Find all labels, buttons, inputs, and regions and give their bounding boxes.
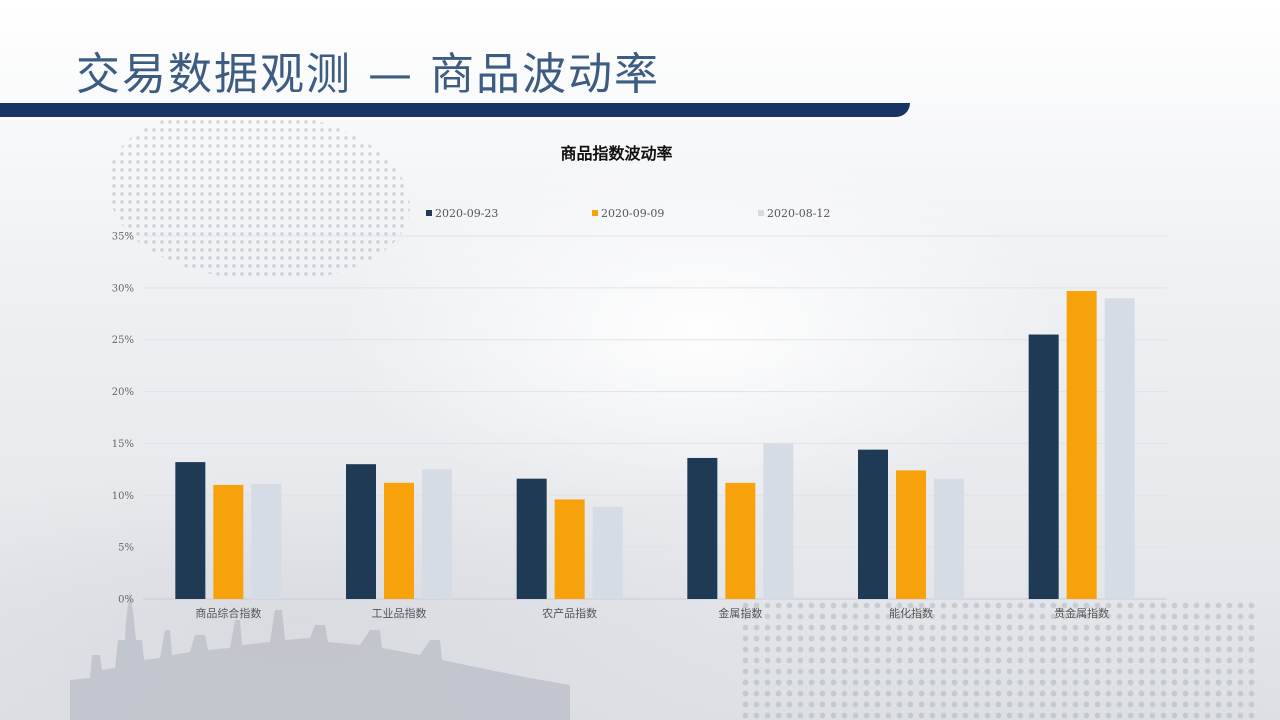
bar-series-3-0 xyxy=(251,483,282,599)
legend-label-series-1: 2020-09-23 xyxy=(435,207,499,220)
bar-series-3-5 xyxy=(1104,298,1135,599)
bar-series-2-3 xyxy=(725,482,756,599)
chart-title: 商品指数波动率 xyxy=(560,144,673,163)
legend-label-series-2: 2020-09-09 xyxy=(601,207,665,220)
bar-series-1-0 xyxy=(175,462,206,599)
x-category-label: 农产品指数 xyxy=(542,606,597,620)
city-skyline-decoration xyxy=(70,590,570,720)
x-category-label: 贵金属指数 xyxy=(1054,606,1109,620)
title-underline-bar xyxy=(0,103,910,117)
y-tick-label: 0% xyxy=(118,595,134,606)
bar-series-3-4 xyxy=(934,478,964,599)
legend-label-series-3: 2020-08-12 xyxy=(767,207,831,220)
x-category-label: 工业品指数 xyxy=(372,606,427,620)
bar-series-2-2 xyxy=(554,499,585,599)
legend-item-series-1: 2020-09-23 xyxy=(426,207,498,220)
bar-series-1-1 xyxy=(346,464,376,599)
x-category-label: 商品综合指数 xyxy=(195,606,261,620)
world-map-dots-decoration xyxy=(110,110,410,280)
bar-series-2-5 xyxy=(1066,290,1097,599)
bar-series-3-2 xyxy=(592,506,623,599)
legend-swatch-series-3 xyxy=(758,210,764,216)
y-tick-label: 15% xyxy=(112,439,134,450)
bar-series-1-5 xyxy=(1028,334,1059,599)
bar-series-2-0 xyxy=(213,484,244,599)
x-category-label: 金属指数 xyxy=(718,606,762,620)
dot-pattern-decoration xyxy=(740,600,1260,720)
bar-series-1-3 xyxy=(687,457,718,599)
bar-series-1-4 xyxy=(858,449,888,599)
y-tick-label: 10% xyxy=(112,491,134,502)
bar-series-1-2 xyxy=(516,478,547,599)
bar-series-2-4 xyxy=(896,470,926,599)
legend-item-series-2: 2020-09-09 xyxy=(592,207,664,220)
legend-item-series-3: 2020-08-12 xyxy=(758,207,830,220)
bar-series-3-1 xyxy=(422,469,452,599)
bar-series-2-1 xyxy=(384,482,414,599)
y-tick-label: 20% xyxy=(112,387,134,398)
y-tick-label: 30% xyxy=(112,283,134,294)
bar-series-3-3 xyxy=(763,443,794,599)
legend-swatch-series-1 xyxy=(426,210,432,216)
y-tick-label: 25% xyxy=(112,335,134,346)
legend-swatch-series-2 xyxy=(592,210,598,216)
y-tick-label: 35% xyxy=(112,232,134,243)
page-title: 交易数据观测 — 商品波动率 xyxy=(76,49,660,100)
y-tick-label: 5% xyxy=(118,543,134,554)
x-category-label: 能化指数 xyxy=(889,606,933,620)
